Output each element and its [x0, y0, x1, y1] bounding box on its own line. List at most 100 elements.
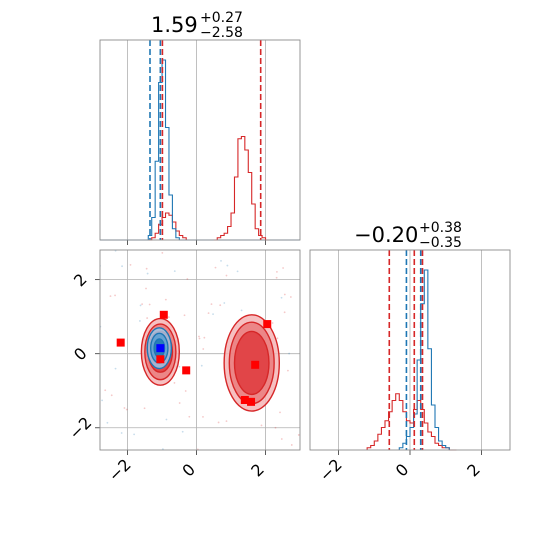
sample-point: [276, 270, 278, 273]
sample-point: [287, 369, 289, 372]
y-tick-label: −2: [65, 413, 95, 443]
histogram-series-2: [213, 135, 269, 241]
sample-point: [145, 287, 147, 290]
title-bottom-right-minus: −0.35: [419, 235, 462, 251]
panel-top-left: [99, 39, 301, 245]
sample-point: [146, 272, 149, 275]
sample-point: [210, 303, 213, 306]
sample-point: [203, 336, 206, 339]
x-tick-label: 2: [463, 460, 484, 481]
sample-point: [148, 303, 151, 306]
sample-point: [139, 320, 141, 322]
y-tick-label: 2: [70, 270, 91, 291]
sample-point: [282, 267, 284, 269]
sample-point: [226, 264, 229, 267]
sample-point: [146, 317, 149, 319]
marker-square: [182, 366, 191, 375]
panel-bottom-right: −2 0 2: [309, 249, 511, 485]
sample-point: [120, 432, 123, 434]
sample-point: [104, 389, 107, 392]
x-tick-label: −2: [316, 455, 346, 485]
sample-point: [106, 421, 109, 424]
sample-point: [183, 314, 186, 317]
sample-point: [139, 304, 142, 307]
sample-point: [167, 316, 170, 319]
title-top-left-value: 1.59: [151, 13, 198, 37]
title-bottom-right-plus: +0.38: [419, 220, 462, 236]
sample-point: [141, 303, 144, 306]
x-tick-label: −2: [105, 455, 135, 485]
sample-point: [274, 426, 277, 429]
sample-point: [110, 394, 113, 397]
sample-point: [198, 335, 200, 338]
marker-square: [240, 396, 249, 404]
sample-point: [125, 408, 128, 411]
sample-point: [109, 295, 112, 298]
sample-point: [133, 433, 136, 436]
sample-point: [200, 364, 203, 367]
sample-point: [288, 352, 291, 355]
sample-point: [283, 311, 286, 314]
histogram-series-0: [366, 393, 457, 451]
x-tick-label: 0: [392, 460, 413, 481]
sample-point: [236, 270, 239, 273]
marker-square: [116, 338, 125, 347]
plot-background: [100, 40, 300, 240]
sample-point: [260, 424, 263, 427]
sample-point: [214, 266, 217, 269]
sample-point: [165, 418, 168, 421]
sample-point: [202, 348, 205, 350]
title-top-left-plus: +0.27: [200, 10, 243, 26]
sample-point: [145, 267, 148, 270]
sample-point: [173, 382, 176, 384]
sample-point: [297, 434, 300, 436]
marker-square: [156, 355, 165, 364]
y-tick-label: 0: [70, 344, 91, 365]
sample-point: [173, 270, 176, 273]
sample-point: [217, 421, 220, 424]
sample-point: [178, 365, 181, 368]
plot-frame: [309, 249, 511, 451]
sample-point: [198, 337, 201, 340]
marker-square: [156, 344, 165, 353]
sample-point: [101, 399, 103, 402]
sample-point: [123, 407, 126, 409]
title-top-left-minus: −2.58: [200, 25, 243, 41]
panel-bottom-left: −2 0 2 −2 0 2: [65, 249, 301, 485]
sample-point: [143, 407, 146, 410]
sample-point: [186, 278, 189, 280]
sample-point: [290, 444, 293, 446]
sample-point: [225, 274, 228, 277]
sample-point: [289, 296, 292, 298]
marker-square: [263, 320, 272, 329]
sample-point: [283, 293, 286, 296]
title-bottom-right-value: −0.20: [354, 223, 418, 247]
sample-point: [276, 337, 279, 340]
scatter-area: [100, 250, 300, 450]
marker-square: [247, 397, 256, 406]
sample-point: [181, 430, 184, 433]
plot-frame: [99, 249, 301, 451]
sample-point: [271, 322, 274, 324]
plot-frame: [99, 39, 301, 241]
marker-square: [251, 360, 260, 369]
sample-point: [212, 313, 214, 316]
sample-point: [280, 296, 283, 299]
sample-point: [161, 252, 164, 254]
sample-point: [202, 415, 204, 418]
sample-point: [114, 294, 116, 297]
sample-point: [114, 367, 117, 370]
sample-point: [240, 309, 243, 312]
sample-point: [275, 276, 278, 279]
sample-point: [225, 420, 228, 423]
sample-point: [220, 259, 222, 262]
sample-point: [184, 390, 187, 392]
sample-point: [188, 415, 191, 418]
sample-point: [279, 411, 281, 414]
sample-point: [207, 312, 210, 314]
sample-point: [121, 265, 123, 268]
histogram-series-1: [398, 269, 450, 450]
sample-point: [219, 304, 222, 307]
x-tick-label: 0: [178, 460, 199, 481]
